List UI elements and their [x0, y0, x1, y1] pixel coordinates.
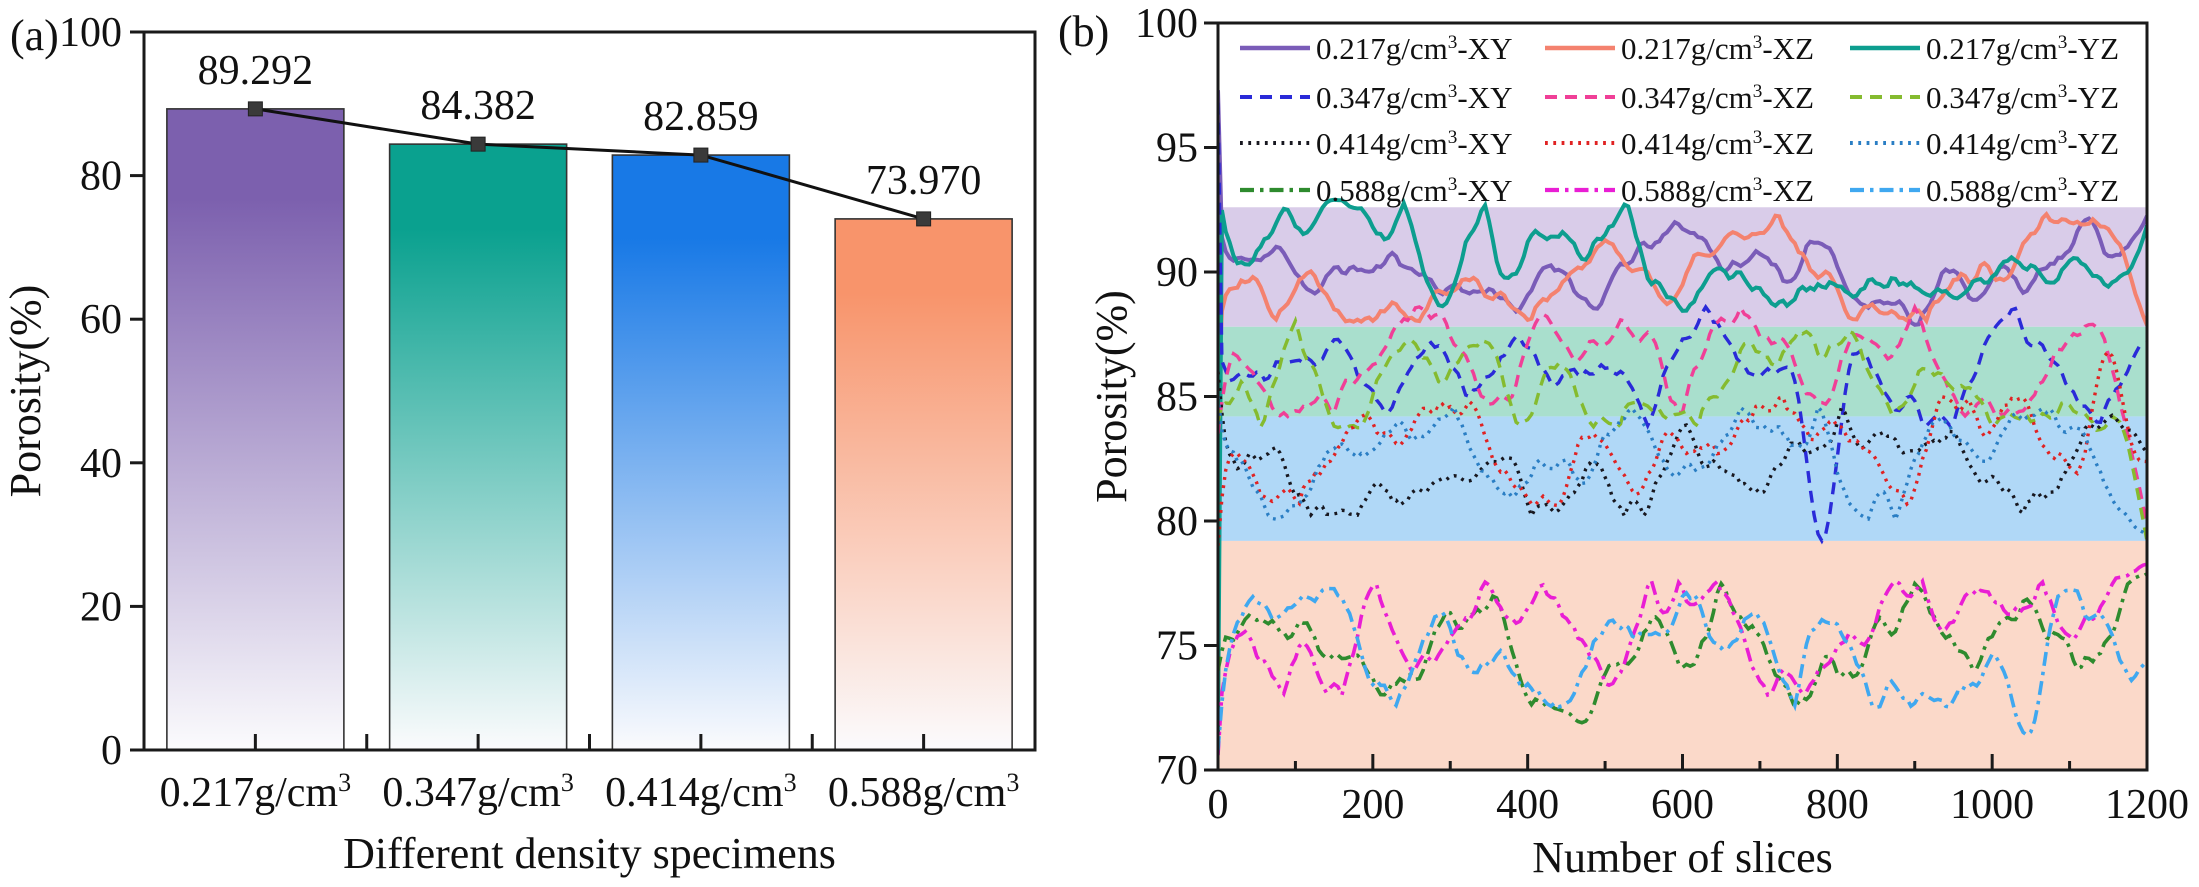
series-group	[1218, 90, 2147, 756]
legend-label-0.217-YZ: 0.217g/cm3-YZ	[1926, 31, 2119, 66]
y-tick-label: 90	[1156, 250, 1198, 296]
legend-label-0.414-XZ: 0.414g/cm3-XZ	[1621, 126, 1814, 161]
series-0.414-XZ	[1218, 349, 2147, 547]
y-tick-label: 80	[1156, 499, 1198, 545]
x-tick-label: 600	[1651, 782, 1714, 828]
series-0.414-XY	[1218, 371, 2147, 521]
band-2	[1218, 416, 2147, 541]
panel-a-label: (a)	[10, 11, 59, 60]
trend-marker	[693, 147, 709, 163]
y-axis-title: Porosity(%)	[1087, 290, 1136, 503]
bar-0.347	[388, 143, 568, 751]
y-tick-label: 60	[80, 297, 122, 343]
y-tick-label: 95	[1156, 126, 1198, 172]
y-tick-label: 70	[1156, 748, 1198, 794]
y-tick-label: 100	[59, 10, 122, 56]
series-0.588-YZ	[1218, 586, 2147, 751]
legend-label-0.588-XZ: 0.588g/cm3-XZ	[1621, 173, 1814, 208]
y-tick-label: 100	[1135, 1, 1198, 47]
bar-0.414	[611, 154, 791, 751]
series-0.347-XY	[1218, 102, 2147, 545]
x-category-label: 0.588g/cm3​	[828, 768, 1020, 816]
x-category-label: 0.217g/cm3​	[160, 768, 352, 816]
legend-label-0.217-XY: 0.217g/cm3-XY	[1316, 31, 1512, 66]
y-tick-label: 40	[80, 441, 122, 487]
legend-label-0.588-XY: 0.588g/cm3-XY	[1316, 173, 1512, 208]
series-0.217-YZ	[1218, 197, 2147, 733]
y-tick-label: 85	[1156, 375, 1198, 421]
x-tick-label: 800	[1806, 782, 1869, 828]
x-category-label: 0.347g/cm3​	[382, 768, 574, 816]
trend-marker	[470, 136, 486, 152]
trend-marker	[247, 101, 263, 117]
panel-b-label: (b)	[1058, 7, 1110, 56]
legend-label-0.347-XY: 0.347g/cm3-XY	[1316, 80, 1512, 115]
y-tick-label: 20	[80, 584, 122, 630]
x-tick-label: 200	[1341, 782, 1404, 828]
x-axis-title: Number of slices	[1532, 833, 1833, 882]
legend-label-0.414-XY: 0.414g/cm3-XY	[1316, 126, 1512, 161]
trend-line	[255, 107, 925, 221]
series-0.347-YZ	[1218, 315, 2147, 542]
legend-label-0.414-YZ: 0.414g/cm3-YZ	[1926, 126, 2119, 161]
x-tick-label: 0	[1208, 782, 1229, 828]
legend-label-0.347-XZ: 0.347g/cm3-XZ	[1621, 80, 1814, 115]
x-tick-label: 400	[1496, 782, 1559, 828]
legend-label-0.347-YZ: 0.347g/cm3-YZ	[1926, 80, 2119, 115]
trend-marker	[916, 211, 932, 227]
y-tick-label: 0	[101, 728, 122, 774]
x-tick-label: 1200	[2105, 782, 2189, 828]
legend-label-0.217-XZ: 0.217g/cm3-XZ	[1621, 31, 1814, 66]
x-axis-title: Different density specimens	[343, 829, 836, 878]
series-0.588-XY	[1218, 572, 2147, 725]
legend-label-0.588-YZ: 0.588g/cm3-YZ	[1926, 173, 2119, 208]
bar-chart-porosity-by-density: 0 20 40 60 80 100 89.292 84.382 82.859 73.970 0.21…	[1, 10, 1037, 878]
bar-0.217	[166, 108, 345, 751]
y-tick-label: 75	[1156, 624, 1198, 670]
bar-value-label: 82.859	[643, 94, 759, 140]
bar-0.588	[834, 218, 1013, 751]
bar-value-label: 89.292	[198, 48, 314, 94]
y-tick-label: 80	[80, 154, 122, 200]
y-axis-title: Porosity(%)	[1, 285, 50, 498]
bar-value-label: 73.970	[866, 158, 982, 204]
x-tick-label: 1000	[1950, 782, 2034, 828]
bar-value-label: 84.382	[420, 83, 536, 129]
x-category-label: 0.414g/cm3​	[605, 768, 797, 816]
